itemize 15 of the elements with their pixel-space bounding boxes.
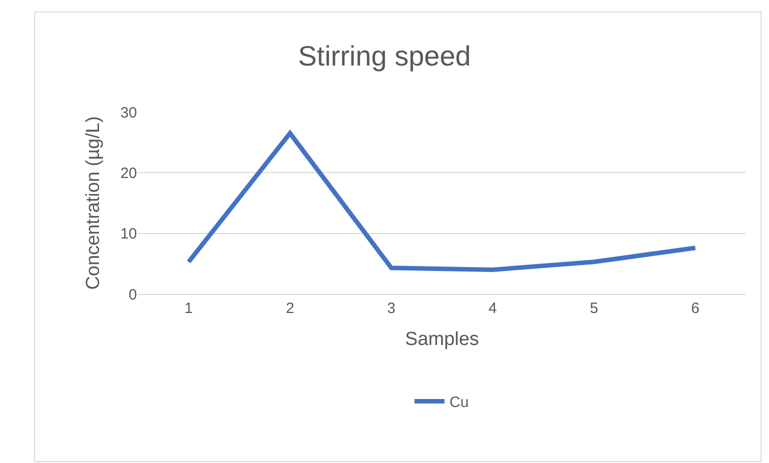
line-series: [186, 130, 698, 272]
x-tick-label: 6: [691, 300, 700, 317]
x-tick-label: 5: [590, 300, 598, 317]
legend-label: Cu: [450, 394, 469, 412]
y-axis-title: Concentration (µg/L): [83, 116, 104, 290]
y-tick-label: 0: [128, 286, 137, 304]
x-tick-label: 3: [387, 300, 396, 317]
y-tick-label: 10: [120, 226, 137, 243]
chart-title: Stirring speed: [298, 40, 471, 72]
x-tick-label: 1: [184, 300, 193, 317]
x-tick-label: 2: [286, 300, 294, 317]
y-tick-label: 20: [120, 164, 137, 182]
x-tick-label: 4: [488, 300, 497, 317]
x-axis-title: Samples: [405, 328, 479, 350]
y-tick-label: 30: [120, 104, 137, 122]
